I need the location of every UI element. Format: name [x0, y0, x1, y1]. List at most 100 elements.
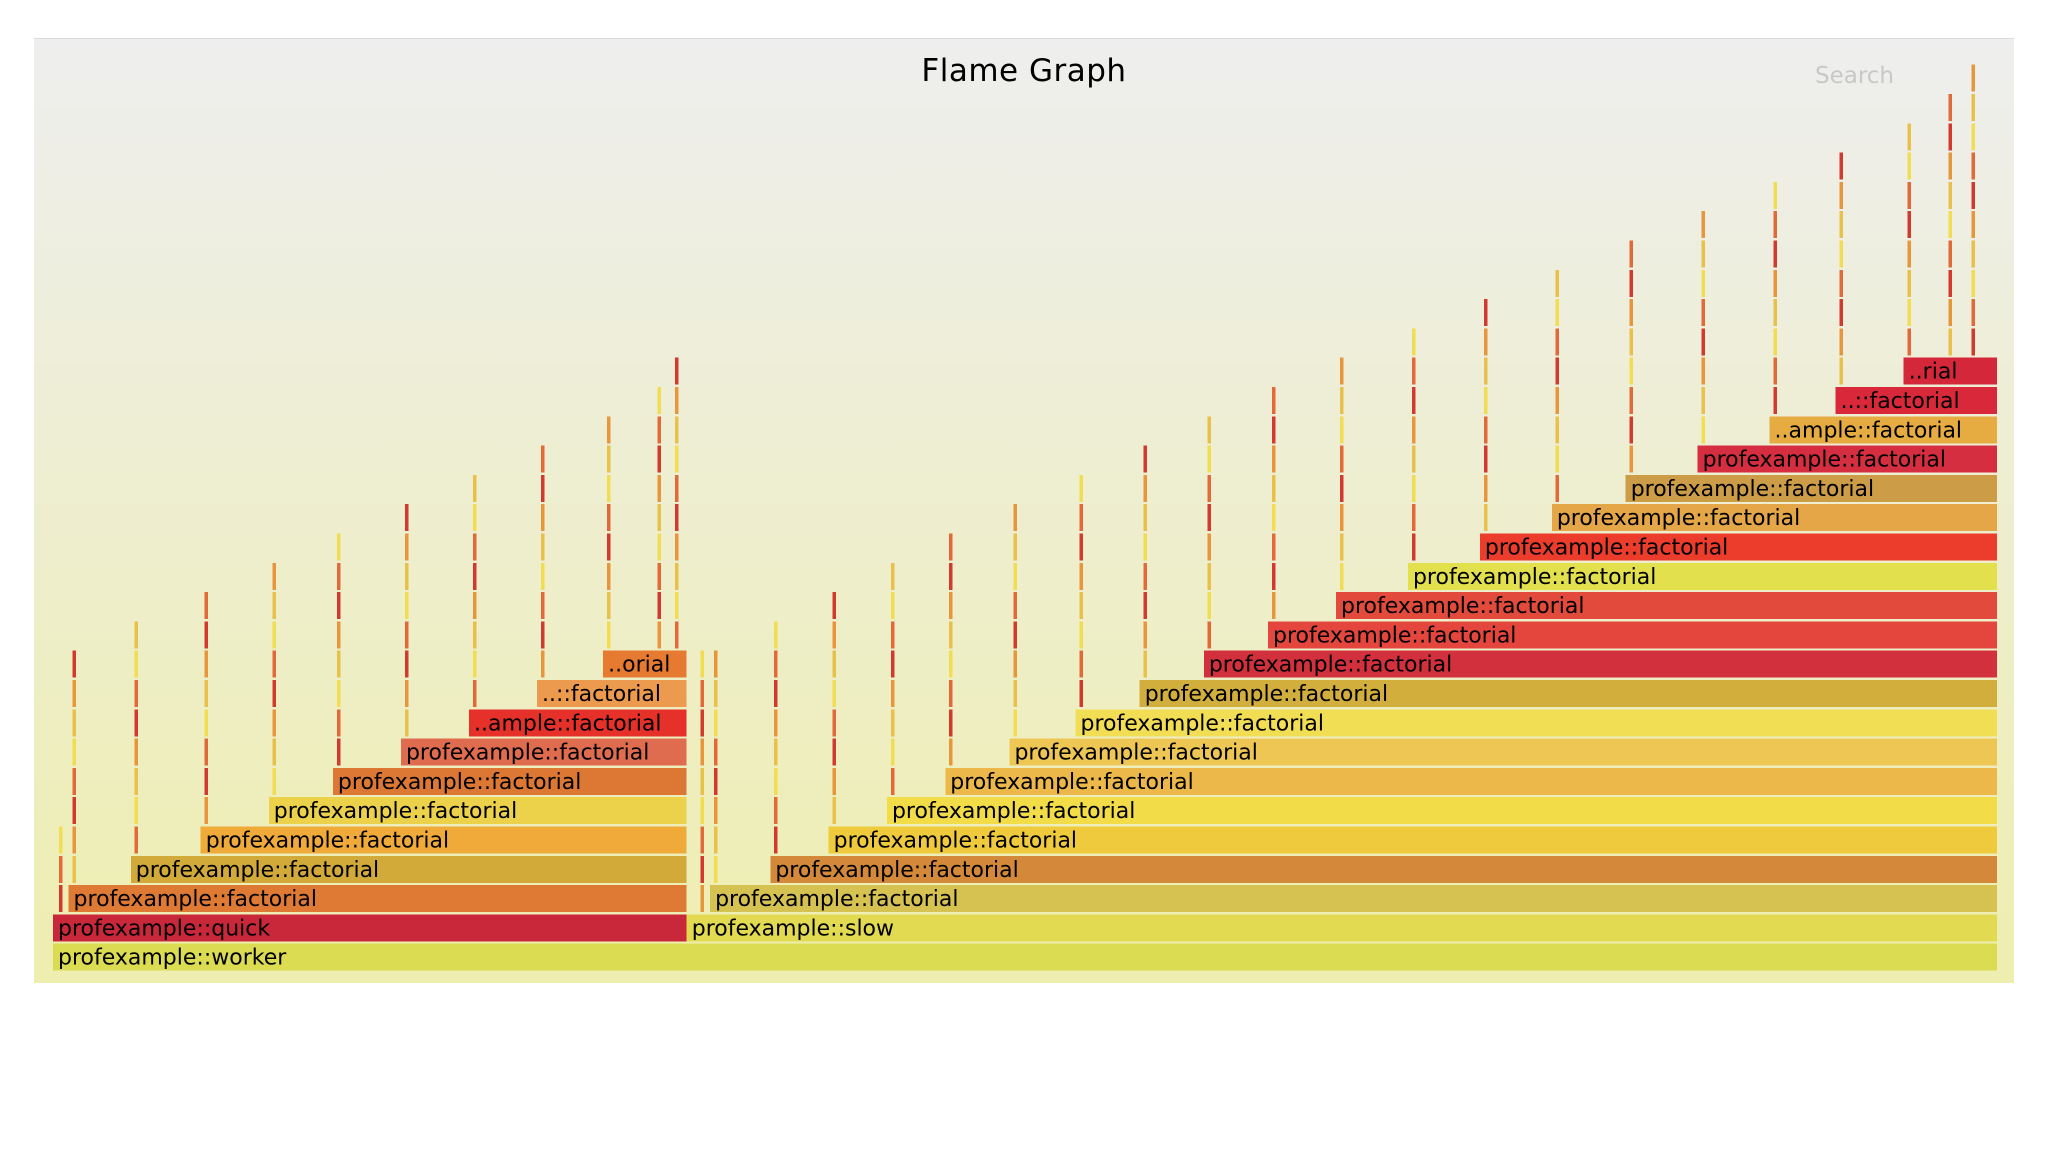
flame-frame[interactable]: profexample::factorial [1139, 680, 1997, 707]
flame-frame-rect[interactable] [200, 826, 687, 854]
flame-frame[interactable]: profexample::factorial [68, 885, 687, 913]
stack-spike-frame[interactable] [472, 650, 477, 678]
flame-frame-rect[interactable] [1336, 592, 1997, 620]
stack-spike-frame[interactable] [272, 680, 277, 707]
flame-frame[interactable]: profexample::worker [53, 943, 1997, 971]
stack-spike-frame[interactable] [1207, 474, 1212, 502]
stack-spike-frame[interactable] [1271, 387, 1276, 414]
stack-spike-frame[interactable] [1971, 123, 1976, 151]
stack-spike-frame[interactable] [607, 504, 611, 532]
flame-frame-rect[interactable] [1268, 621, 1997, 649]
stack-spike-frame[interactable] [134, 738, 139, 766]
stack-spike-frame[interactable] [404, 650, 409, 678]
stack-spike-frame[interactable] [1079, 533, 1083, 561]
stack-spike-frame[interactable] [1907, 240, 1912, 268]
stack-spike-frame[interactable] [774, 767, 778, 795]
stack-spike-frame[interactable] [1971, 152, 1976, 180]
stack-spike-frame[interactable] [1773, 357, 1777, 385]
stack-spike-frame[interactable] [832, 680, 837, 707]
stack-spike-frame[interactable] [58, 885, 63, 913]
stack-spike-frame[interactable] [1339, 445, 1344, 473]
stack-spike-frame[interactable] [1411, 504, 1416, 532]
stack-spike-frame[interactable] [713, 709, 718, 737]
stack-spike-frame[interactable] [1629, 299, 1634, 327]
flame-frame[interactable]: profexample::factorial [1203, 650, 1997, 678]
flame-frame[interactable]: profexample::factorial [886, 797, 1997, 825]
stack-spike-frame[interactable] [1207, 533, 1212, 561]
stack-spike-frame[interactable] [1411, 416, 1416, 444]
stack-spike-frame[interactable] [72, 797, 76, 825]
stack-spike-frame[interactable] [949, 592, 953, 620]
stack-spike-frame[interactable] [1339, 562, 1344, 590]
stack-spike-frame[interactable] [134, 767, 139, 795]
stack-spike-frame[interactable] [713, 650, 718, 678]
stack-spike-frame[interactable] [72, 680, 76, 707]
stack-spike-frame[interactable] [1143, 533, 1148, 561]
stack-spike-frame[interactable] [700, 650, 704, 678]
stack-spike-frame[interactable] [607, 416, 611, 444]
stack-spike-frame[interactable] [72, 826, 76, 854]
stack-spike-frame[interactable] [1411, 445, 1416, 473]
stack-spike-frame[interactable] [134, 650, 139, 678]
stack-spike-frame[interactable] [272, 738, 277, 766]
stack-spike-frame[interactable] [607, 533, 611, 561]
stack-spike-frame[interactable] [272, 650, 277, 678]
flame-frame[interactable]: profexample::factorial [1697, 445, 1997, 473]
stack-spike-frame[interactable] [607, 474, 611, 502]
stack-spike-frame[interactable] [949, 709, 953, 737]
stack-spike-frame[interactable] [1271, 592, 1276, 620]
stack-spike-frame[interactable] [657, 504, 662, 532]
stack-spike-frame[interactable] [675, 474, 679, 502]
stack-spike-frame[interactable] [657, 621, 662, 649]
flame-frame-rect[interactable] [710, 885, 1997, 913]
stack-spike-frame[interactable] [1773, 328, 1777, 356]
stack-spike-frame[interactable] [472, 504, 477, 532]
stack-spike-frame[interactable] [675, 387, 679, 414]
stack-spike-frame[interactable] [540, 621, 545, 649]
stack-spike-frame[interactable] [58, 855, 63, 883]
stack-spike-frame[interactable] [1773, 299, 1777, 327]
stack-spike-frame[interactable] [204, 592, 209, 620]
stack-spike-frame[interactable] [890, 767, 895, 795]
stack-spike-frame[interactable] [1143, 474, 1148, 502]
stack-spike-frame[interactable] [675, 592, 679, 620]
stack-spike-frame[interactable] [1143, 650, 1148, 678]
flame-frame[interactable]: ..::factorial [537, 680, 687, 707]
stack-spike-frame[interactable] [1339, 416, 1344, 444]
stack-spike-frame[interactable] [1143, 445, 1148, 473]
stack-spike-frame[interactable] [72, 738, 76, 766]
stack-spike-frame[interactable] [675, 416, 679, 444]
stack-spike-frame[interactable] [657, 533, 662, 561]
flame-frame[interactable]: ..ample::factorial [469, 709, 687, 737]
stack-spike-frame[interactable] [134, 709, 139, 737]
stack-spike-frame[interactable] [336, 709, 341, 737]
flame-frame-rect[interactable] [1697, 445, 1997, 473]
stack-spike-frame[interactable] [774, 797, 778, 825]
stack-spike-frame[interactable] [1013, 650, 1017, 678]
stack-spike-frame[interactable] [134, 680, 139, 707]
stack-spike-frame[interactable] [890, 738, 895, 766]
stack-spike-frame[interactable] [1079, 504, 1083, 532]
flame-frame-rect[interactable] [1479, 533, 1997, 561]
stack-spike-frame[interactable] [1629, 328, 1634, 356]
flame-frame-rect[interactable] [537, 680, 687, 707]
stack-spike-frame[interactable] [204, 738, 209, 766]
stack-spike-frame[interactable] [204, 797, 209, 825]
stack-spike-frame[interactable] [1079, 474, 1083, 502]
stack-spike-frame[interactable] [1013, 533, 1017, 561]
stack-spike-frame[interactable] [713, 855, 718, 883]
stack-spike-frame[interactable] [713, 738, 718, 766]
flame-frame[interactable]: profexample::factorial [268, 797, 687, 825]
stack-spike-frame[interactable] [675, 504, 679, 532]
flame-frame-rect[interactable] [886, 797, 1997, 825]
stack-spike-frame[interactable] [1629, 240, 1634, 268]
flame-frame-rect[interactable] [828, 826, 1997, 854]
stack-spike-frame[interactable] [336, 738, 341, 766]
stack-spike-frame[interactable] [1483, 328, 1488, 356]
stack-spike-frame[interactable] [700, 709, 704, 737]
flame-frame-rect[interactable] [1407, 562, 1997, 590]
stack-spike-frame[interactable] [1207, 504, 1212, 532]
stack-spike-frame[interactable] [1483, 416, 1488, 444]
stack-spike-frame[interactable] [1701, 357, 1706, 385]
stack-spike-frame[interactable] [1339, 533, 1344, 561]
